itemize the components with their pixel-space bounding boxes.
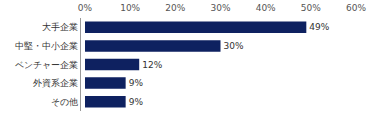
svg-text:ベンチャー企業: ベンチャー企業 [15,60,78,70]
svg-text:9%: 9% [129,97,144,107]
svg-text:12%: 12% [142,60,162,70]
svg-text:その他: その他 [51,97,78,107]
svg-text:60%: 60% [346,3,366,13]
svg-text:50%: 50% [301,3,321,13]
svg-text:30%: 30% [224,41,244,51]
svg-text:40%: 40% [256,3,276,13]
svg-text:49%: 49% [309,22,329,32]
svg-text:中堅・中小企業: 中堅・中小企業 [15,41,78,51]
svg-text:9%: 9% [129,78,144,88]
svg-text:20%: 20% [165,3,185,13]
svg-text:0%: 0% [78,3,93,13]
svg-text:30%: 30% [210,3,230,13]
svg-text:外資系企業: 外資系企業 [33,78,78,88]
svg-text:10%: 10% [120,3,140,13]
svg-text:大手企業: 大手企業 [42,22,78,32]
